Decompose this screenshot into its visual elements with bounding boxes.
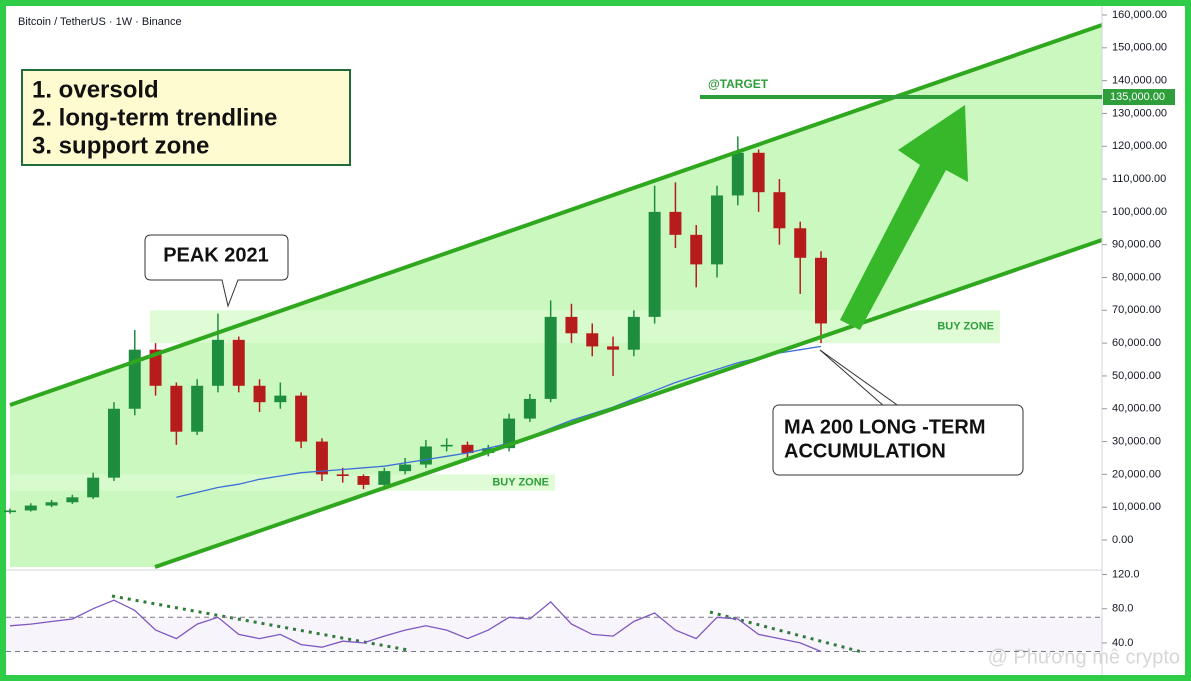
y-tick-label: 50,000.00 xyxy=(1112,370,1161,382)
candle-body xyxy=(461,444,474,454)
y-tick-label: 160,000.00 xyxy=(1112,9,1167,21)
note: 3. support zone xyxy=(32,132,209,159)
rsi-band xyxy=(6,617,1102,652)
candle-body xyxy=(815,257,827,324)
candle-body xyxy=(544,316,557,399)
candle-body xyxy=(399,464,412,472)
candle-body xyxy=(191,385,204,432)
candle-body xyxy=(211,339,224,386)
y-tick-label: 120.0 xyxy=(1112,568,1140,580)
channel-lower xyxy=(154,238,1103,569)
candle-body xyxy=(669,211,682,235)
notes-box xyxy=(21,69,351,166)
note: 1. oversold xyxy=(32,76,159,103)
candle-body xyxy=(24,505,37,511)
candle-body xyxy=(731,152,744,196)
layers xyxy=(10,25,1102,567)
callout-pointer xyxy=(819,349,886,408)
candle-body xyxy=(253,385,266,403)
target-price-box xyxy=(1103,89,1175,106)
rsi-line xyxy=(9,599,822,653)
channel-upper xyxy=(9,23,1103,407)
candle-body xyxy=(627,316,640,350)
candle-body xyxy=(274,395,287,403)
candle-body xyxy=(315,441,328,475)
candle-body xyxy=(752,152,765,193)
y-tick-label: 30,000.00 xyxy=(1112,435,1161,447)
buy-zone xyxy=(10,474,555,491)
peak-callout-box xyxy=(144,234,289,308)
y-tick-label: 40,000.00 xyxy=(1112,403,1161,415)
y-tick-label: 80.0 xyxy=(1112,603,1133,615)
y-tick-label: 20,000.00 xyxy=(1112,468,1161,480)
y-tick-label: 80,000.00 xyxy=(1112,271,1161,283)
ma-note: ACCUMULATION xyxy=(784,440,946,462)
y-tick-label: 110,000.00 xyxy=(1112,173,1166,185)
candle-body xyxy=(607,346,620,350)
candle-body xyxy=(690,234,703,265)
note: 2. long-term trendline xyxy=(32,104,277,131)
y-tick-label: 0.00 xyxy=(1112,534,1133,546)
candles xyxy=(4,136,827,514)
candle-body xyxy=(4,510,16,513)
candle-body xyxy=(295,395,308,442)
peak-label: PEAK 2021 xyxy=(163,244,269,266)
ma-note: MA 200 LONG -TERM xyxy=(784,416,986,438)
zone-label: BUY ZONE xyxy=(937,321,994,333)
zone-label: BUY ZONE xyxy=(492,476,549,488)
overlays: MA 200 LONG -TERM ACCUMULATION PEAK 2021… xyxy=(6,6,1180,675)
y-tick-label: 10,000.00 xyxy=(1112,501,1161,513)
candle-body xyxy=(440,444,453,447)
candle-body xyxy=(794,228,807,258)
candle-body xyxy=(336,474,349,477)
candle-body xyxy=(503,418,516,449)
candle-body xyxy=(773,192,786,229)
y-tick-label: 130,000.00 xyxy=(1112,107,1167,119)
y-tick-label: 90,000.00 xyxy=(1112,239,1161,251)
y-tick-label: 40.0 xyxy=(1112,637,1133,649)
rsi-trendline xyxy=(111,594,409,652)
candle-body xyxy=(357,476,370,485)
target-name: @TARGET xyxy=(708,77,769,91)
y-tick-label: 120,000.00 xyxy=(1112,140,1167,152)
y-tick-label: 70,000.00 xyxy=(1112,304,1161,316)
candle-body xyxy=(378,471,391,485)
channel-fill xyxy=(10,25,1102,567)
candle-body xyxy=(648,211,661,317)
candle-body xyxy=(565,316,578,334)
candle-body xyxy=(419,446,432,465)
candle-body xyxy=(711,195,724,265)
candle-body xyxy=(523,398,536,419)
candle-body xyxy=(170,385,183,432)
candle-body xyxy=(232,339,245,386)
ma-callout-box xyxy=(772,404,1024,476)
candle-body xyxy=(107,408,120,478)
y-tick-label: 150,000.00 xyxy=(1112,42,1167,54)
target-arrow xyxy=(840,105,968,330)
candle-body xyxy=(149,349,162,386)
y-tick-label: 140,000.00 xyxy=(1112,75,1167,87)
candle-body xyxy=(66,497,79,503)
y-tick-label: 60,000.00 xyxy=(1112,337,1161,349)
ma-line xyxy=(176,345,822,498)
chart-title: Bitcoin / TetherUS · 1W · Binance xyxy=(18,16,182,28)
callout-pointer xyxy=(819,349,901,408)
candle-body xyxy=(586,333,599,347)
candle-body xyxy=(45,502,58,506)
target-price-label: 135,000.00 xyxy=(1110,91,1165,103)
y-tick-label: 100,000.00 xyxy=(1112,206,1167,218)
candle-body xyxy=(87,477,100,498)
